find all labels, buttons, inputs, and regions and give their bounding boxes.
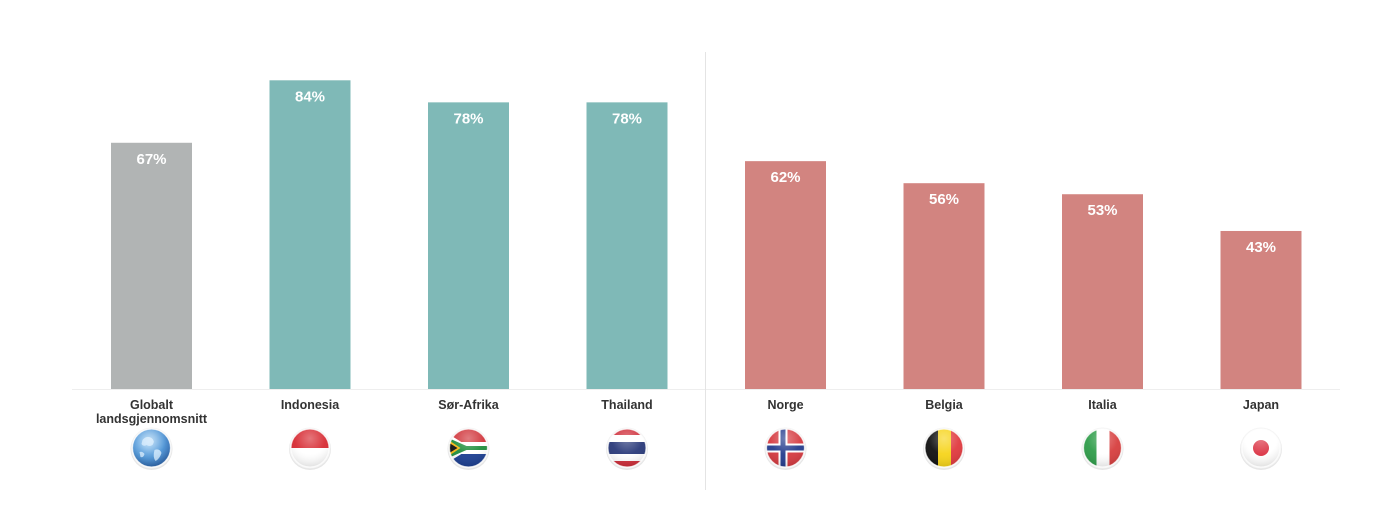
flag-icons (130, 427, 1282, 470)
value-label-2: 78% (453, 110, 483, 127)
value-label-5: 56% (929, 191, 959, 208)
bars (111, 80, 1302, 390)
south-africa-flag-icon (447, 427, 490, 470)
category-label-0: Globalt landsgjennomsnitt (96, 398, 208, 426)
category-label-1: Indonesia (281, 398, 340, 412)
bar-4 (745, 161, 826, 389)
bar-0 (111, 142, 192, 389)
belgium-flag-icon (923, 427, 965, 470)
category-label-5: Belgia (925, 398, 964, 412)
bar-7 (1220, 230, 1302, 389)
bar-2 (428, 102, 509, 389)
category-label-6: Italia (1088, 398, 1118, 412)
value-label-7: 43% (1246, 239, 1276, 256)
category-labels: Globalt landsgjennomsnitt Indonesia Sør-Afr… (96, 398, 1279, 426)
value-label-4: 62% (770, 169, 800, 186)
category-label-line: Belgia (925, 398, 964, 412)
norway-flag-icon (764, 427, 807, 470)
category-label-line: Norge (767, 398, 803, 412)
bar-1 (269, 80, 351, 390)
thailand-flag-icon (606, 427, 648, 470)
bar-6 (1062, 194, 1143, 389)
category-label-3: Thailand (601, 398, 652, 412)
category-label-line: Italia (1088, 398, 1118, 412)
category-label-line: Indonesia (281, 398, 340, 412)
category-label-line: Japan (1243, 398, 1279, 412)
bar-3 (586, 102, 668, 389)
value-labels: 67% 84% 78% 78% 62% 56% 53% 43% (136, 88, 1276, 256)
category-label-line: Sør-Afrika (438, 398, 499, 412)
japan-flag-icon (1240, 427, 1282, 470)
value-label-3: 78% (612, 110, 642, 127)
value-label-0: 67% (136, 151, 166, 168)
category-label-2: Sør-Afrika (438, 398, 499, 412)
value-label-6: 53% (1087, 202, 1117, 219)
indonesia-flag-icon (289, 427, 331, 470)
category-label-4: Norge (767, 398, 803, 412)
category-label-line: Thailand (601, 398, 652, 412)
globe-icon (130, 427, 173, 470)
bar-5 (903, 183, 985, 389)
category-label-line: landsgjennomsnitt (96, 412, 208, 426)
category-label-line: Globalt (130, 398, 174, 412)
category-label-7: Japan (1243, 398, 1279, 412)
italy-flag-icon (1081, 427, 1124, 470)
value-label-1: 84% (295, 88, 325, 105)
